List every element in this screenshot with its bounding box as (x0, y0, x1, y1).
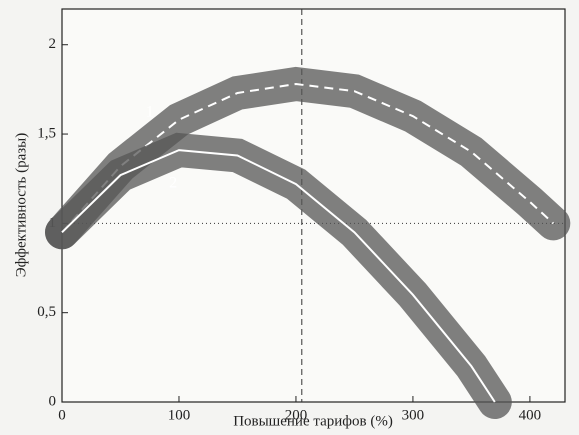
x-tick-label: 100 (168, 407, 191, 423)
y-tick-label: 2 (49, 36, 57, 52)
x-tick-label: 200 (285, 407, 308, 423)
y-axis-label: Эффективность (разы) (13, 133, 29, 278)
x-axis-label: Повышение тарифов (%) (233, 413, 393, 429)
y-tick-label: 1,5 (37, 125, 56, 141)
x-tick-label: 400 (519, 407, 542, 423)
x-tick-label: 300 (402, 407, 425, 423)
x-tick-label: 0 (58, 407, 66, 423)
curve (61, 83, 554, 233)
annotation: 1 (146, 103, 154, 120)
annotation: 2 (169, 175, 177, 192)
y-tick-label: 0 (49, 393, 57, 409)
curve (61, 149, 496, 403)
y-tick-label: 0,5 (37, 304, 56, 320)
